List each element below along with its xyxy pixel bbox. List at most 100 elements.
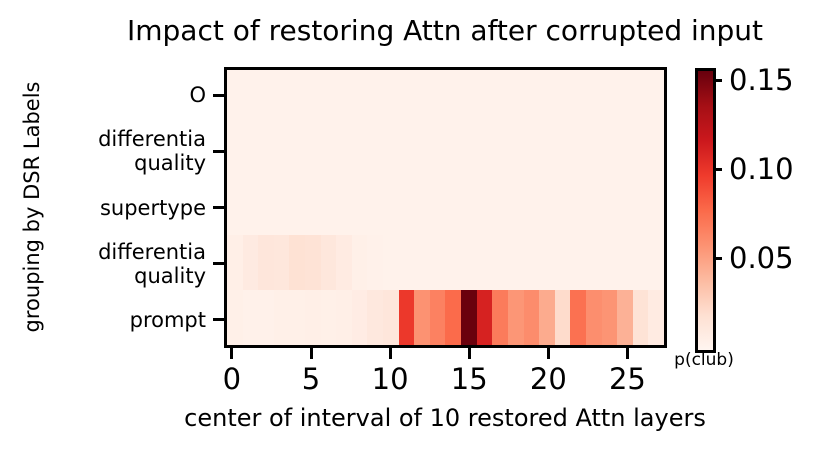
heatmap-cell	[367, 70, 384, 125]
heatmap-cell	[445, 70, 462, 125]
heatmap-cell	[429, 180, 446, 235]
heatmap-cell	[289, 235, 306, 290]
x-tick-label: 15	[450, 362, 488, 396]
heatmap-cell	[320, 70, 337, 125]
heatmap-cell	[570, 125, 586, 180]
heatmap-cell	[289, 290, 306, 345]
heatmap-cell	[445, 235, 462, 290]
heatmap-cell	[242, 235, 259, 290]
heatmap-cell	[320, 180, 337, 235]
x-tick-mark	[467, 348, 471, 359]
x-tick-label: 10	[371, 362, 409, 396]
heatmap-cell	[445, 290, 462, 345]
heatmap-cell	[617, 290, 633, 345]
heatmap-cell	[336, 290, 352, 345]
heatmap-cell	[429, 125, 446, 180]
heatmap-cell	[258, 235, 274, 290]
heatmap-cell	[585, 180, 602, 235]
heatmap-cell	[554, 235, 571, 290]
heatmap-cell	[492, 180, 508, 235]
heatmap-cell	[242, 180, 259, 235]
heatmap-cell	[476, 125, 493, 180]
heatmap-cell	[367, 125, 384, 180]
heatmap-cell	[648, 125, 664, 180]
heatmap-cell	[351, 125, 368, 180]
heatmap-cell	[273, 70, 290, 125]
heatmap-cell	[305, 235, 321, 290]
heatmap-cell	[648, 235, 664, 290]
heatmap-cell	[320, 125, 337, 180]
heatmap-cell	[289, 125, 306, 180]
x-tick-label: 20	[529, 362, 567, 396]
colorbar-tick-mark	[713, 78, 722, 82]
heatmap-cell	[554, 70, 571, 125]
heatmap-cell	[258, 290, 274, 345]
heatmap-cell	[227, 235, 243, 290]
heatmap-cell	[398, 125, 415, 180]
heatmap-cell	[507, 180, 524, 235]
heatmap-cell	[507, 125, 524, 180]
heatmap-cell	[305, 180, 321, 235]
heatmap-cell	[289, 70, 306, 125]
heatmap-cell	[242, 125, 259, 180]
heatmap-cell	[554, 290, 571, 345]
heatmap-cell	[227, 125, 243, 180]
heatmap-cell	[617, 235, 633, 290]
heatmap-cell	[539, 290, 555, 345]
heatmap-cell	[476, 235, 493, 290]
heatmap-cell	[648, 180, 664, 235]
heatmap-cell	[305, 125, 321, 180]
heatmap-cell	[601, 70, 618, 125]
heatmap-cell	[461, 180, 477, 235]
heatmap-cell	[383, 235, 399, 290]
colorbar-tick-mark	[713, 256, 722, 260]
heatmap-cell	[445, 180, 462, 235]
heatmap-cell	[336, 70, 352, 125]
heatmap-cell	[507, 290, 524, 345]
heatmap-cell	[632, 125, 649, 180]
heatmap-cell	[570, 235, 586, 290]
heatmap-cell	[258, 70, 274, 125]
heatmap-cell	[414, 125, 430, 180]
colorbar-tick-label: 0.05	[729, 241, 794, 276]
heatmap-cell	[461, 125, 477, 180]
heatmap-plot-area	[224, 67, 667, 348]
heatmap-cell	[336, 235, 352, 290]
heatmap-grid	[227, 70, 664, 345]
heatmap-cell	[414, 180, 430, 235]
heatmap-cell	[305, 70, 321, 125]
heatmap-cell	[383, 290, 399, 345]
y-tick-mark	[213, 149, 224, 153]
heatmap-cell	[227, 180, 243, 235]
heatmap-cell	[492, 125, 508, 180]
heatmap-cell	[305, 290, 321, 345]
heatmap-cell	[570, 180, 586, 235]
heatmap-cell	[461, 70, 477, 125]
heatmap-cell	[351, 235, 368, 290]
heatmap-cell	[476, 70, 493, 125]
heatmap-cell	[617, 125, 633, 180]
heatmap-cell	[523, 235, 540, 290]
y-tick-mark	[213, 318, 224, 322]
heatmap-cell	[336, 180, 352, 235]
heatmap-cell	[523, 125, 540, 180]
colorbar	[695, 68, 716, 353]
heatmap-cell	[570, 70, 586, 125]
heatmap-cell	[398, 235, 415, 290]
y-tick-mark	[213, 262, 224, 266]
heatmap-cell	[351, 290, 368, 345]
heatmap-cell	[617, 70, 633, 125]
heatmap-cell	[632, 70, 649, 125]
heatmap-cell	[273, 125, 290, 180]
heatmap-cell	[258, 180, 274, 235]
heatmap-cell	[617, 180, 633, 235]
heatmap-cell	[539, 70, 555, 125]
colorbar-tick-label: 0.15	[729, 63, 794, 98]
x-tick-mark	[625, 348, 629, 359]
x-tick-label: 5	[301, 362, 321, 396]
heatmap-cell	[507, 70, 524, 125]
y-tick-label: O	[189, 83, 206, 108]
heatmap-cell	[414, 235, 430, 290]
colorbar-tick-label: 0.10	[729, 152, 794, 187]
colorbar-tick-mark	[713, 167, 722, 171]
